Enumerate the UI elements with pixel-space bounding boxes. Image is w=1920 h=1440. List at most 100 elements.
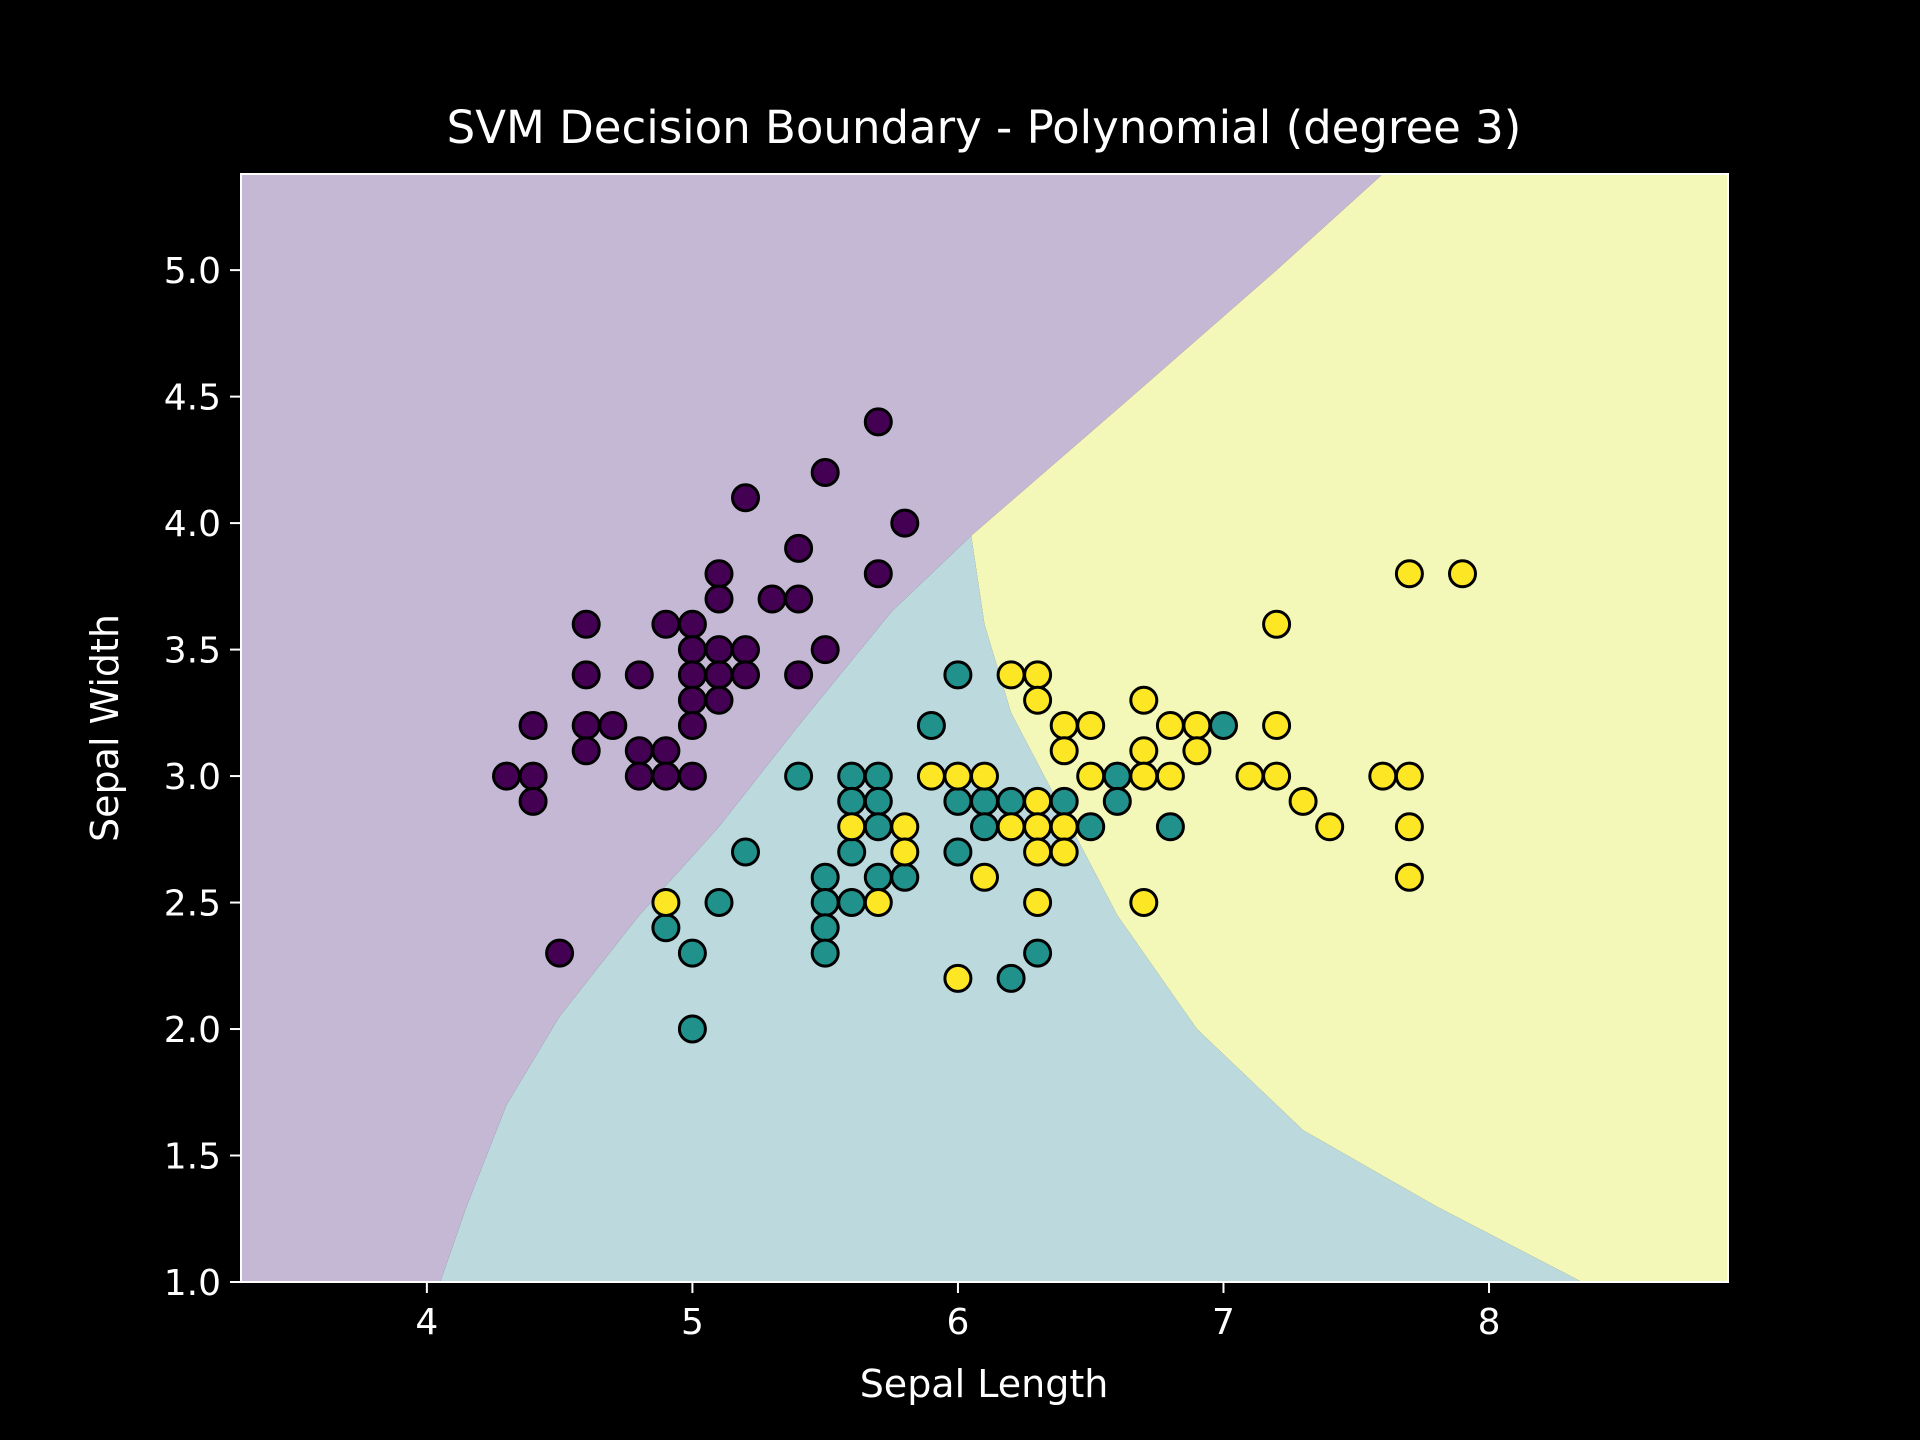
plot-frame (240, 173, 1729, 1283)
data-point-class-0 (651, 761, 681, 791)
data-point-class-1 (1209, 711, 1238, 740)
y-axis: 1.0 1.5 2.0 2.5 3.0 3.5 4.0 4.5 5.0 (164, 251, 241, 1304)
decision-regions (241, 174, 1728, 1282)
y-tick-label: 2.0 (164, 1010, 221, 1051)
data-point-class-2 (651, 888, 681, 917)
data-point-class-2 (863, 888, 893, 917)
data-point-class-2 (1315, 812, 1345, 842)
data-point-class-0 (677, 685, 707, 715)
data-point-class-0 (651, 609, 681, 639)
data-point-class-0 (731, 635, 760, 665)
data-point-class-1 (943, 660, 973, 690)
data-point-class-1 (810, 938, 840, 968)
data-point-class-2 (837, 812, 867, 842)
data-point-class-1 (996, 786, 1026, 816)
data-point-class-1 (996, 963, 1026, 993)
data-point-class-1 (890, 862, 920, 892)
data-point-class-0 (545, 938, 575, 968)
y-tick-label: 1.0 (164, 1263, 221, 1304)
data-point-class-0 (492, 761, 521, 791)
x-tick-label: 6 (946, 1302, 969, 1343)
data-point-class-0 (624, 736, 654, 766)
y-axis-label: Sepal Width (83, 614, 127, 842)
data-point-class-2 (1394, 559, 1424, 589)
data-point-class-2 (1182, 736, 1212, 766)
data-point-class-2 (943, 761, 973, 791)
data-point-class-1 (863, 812, 893, 842)
data-point-class-0 (677, 761, 707, 791)
data-point-class-0 (571, 711, 601, 740)
data-point-class-2 (1129, 888, 1159, 917)
data-point-class-2 (1129, 736, 1159, 766)
data-point-class-1 (837, 837, 867, 867)
data-point-class-1 (943, 786, 973, 816)
data-point-class-0 (677, 660, 707, 690)
decision-region-class-2 (971, 174, 1728, 1282)
data-point-class-0 (757, 584, 787, 614)
x-tick-label: 7 (1212, 1302, 1235, 1343)
data-point-class-1 (837, 786, 867, 816)
data-point-class-2 (1155, 711, 1185, 740)
data-point-class-2 (970, 862, 999, 892)
data-point-class-2 (1076, 761, 1106, 791)
data-point-class-1 (943, 837, 973, 867)
y-tick-label: 3.5 (164, 631, 221, 672)
data-point-class-1 (677, 938, 707, 968)
data-point-class-2 (1288, 786, 1318, 816)
x-axis: 4 5 6 7 8 (415, 1282, 1500, 1343)
data-point-class-0 (571, 736, 601, 766)
data-point-class-2 (1394, 812, 1424, 842)
data-point-class-2 (1049, 812, 1079, 842)
data-point-class-2 (1023, 837, 1053, 867)
data-point-class-2 (943, 963, 973, 993)
data-point-class-2 (1262, 609, 1292, 639)
data-point-class-2 (1023, 660, 1053, 690)
x-tick-label: 5 (681, 1302, 704, 1343)
data-point-class-2 (1049, 711, 1079, 740)
data-point-class-0 (890, 508, 920, 538)
data-point-class-2 (996, 660, 1026, 690)
y-tick-label: 4.5 (164, 378, 221, 419)
data-point-class-2 (996, 812, 1026, 842)
data-point-class-1 (863, 761, 893, 791)
data-point-class-0 (704, 559, 734, 589)
data-point-class-0 (784, 533, 814, 563)
x-axis-label: Sepal Length (860, 1362, 1109, 1406)
data-point-class-1 (1155, 812, 1185, 842)
data-point-class-2 (1448, 559, 1477, 589)
data-point-class-0 (704, 635, 734, 665)
x-tick-label: 4 (415, 1302, 438, 1343)
data-point-class-1 (810, 862, 840, 892)
data-point-class-0 (598, 711, 628, 740)
y-tick-label: 4.0 (164, 504, 221, 545)
data-point-class-0 (731, 483, 760, 513)
data-point-class-1 (863, 786, 893, 816)
data-point-class-0 (731, 660, 760, 690)
data-point-class-1 (677, 1014, 707, 1044)
chart-title: SVM Decision Boundary - Polynomial (degr… (447, 101, 1522, 154)
y-tick-label: 3.0 (164, 757, 221, 798)
data-point-class-0 (571, 660, 601, 690)
data-point-class-2 (1394, 761, 1424, 791)
data-point-class-0 (810, 458, 840, 487)
data-point-class-0 (677, 711, 707, 740)
data-point-class-2 (1235, 761, 1265, 791)
data-point-class-0 (863, 559, 893, 589)
x-tick-label: 8 (1478, 1302, 1501, 1343)
data-point-class-0 (677, 635, 707, 665)
data-point-class-0 (624, 761, 654, 791)
data-point-class-1 (837, 888, 867, 917)
data-point-class-2 (916, 761, 946, 791)
data-point-class-2 (1023, 812, 1053, 842)
data-point-class-2 (1155, 761, 1185, 791)
data-point-class-1 (704, 888, 734, 917)
data-point-class-0 (651, 736, 681, 766)
data-point-class-2 (1049, 837, 1079, 867)
data-point-class-1 (916, 711, 946, 740)
data-point-class-1 (837, 761, 867, 791)
data-point-class-2 (1262, 761, 1292, 791)
decision-region-class-0 (241, 174, 1383, 1282)
data-point-class-1 (810, 888, 840, 917)
data-point-class-1 (651, 913, 681, 943)
data-point-class-0 (704, 660, 734, 690)
